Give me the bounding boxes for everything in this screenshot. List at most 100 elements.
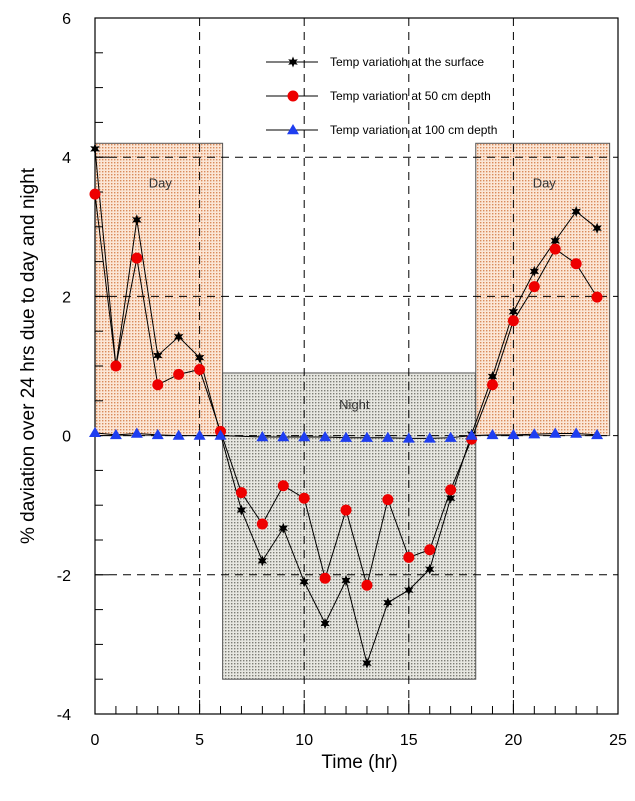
- point-2-3: [151, 428, 164, 440]
- x-tick-label-3: 15: [400, 732, 418, 749]
- point-1-13: [361, 579, 373, 591]
- point-1-14: [382, 494, 394, 506]
- point-1-4: [173, 368, 185, 380]
- point-0-14: [383, 597, 393, 609]
- point-2-21: [528, 428, 541, 439]
- series-line-2: [94, 432, 598, 439]
- x-tick-label-5: 25: [609, 732, 627, 749]
- point-0-16: [425, 563, 435, 575]
- point-1-23: [570, 258, 582, 270]
- point-0-15: [404, 584, 414, 596]
- region-2: [475, 142, 611, 437]
- point-0-17: [445, 492, 456, 504]
- point-1-9: [277, 480, 289, 492]
- point-2-15: [402, 432, 415, 443]
- x-axis-title: Time (hr): [321, 752, 397, 773]
- axis-labels: Time (hr) % daviation over 24 hrs due to …: [18, 167, 398, 773]
- point-2-16: [423, 432, 436, 443]
- y-tick-label-3: 2: [62, 289, 71, 306]
- point-2-4: [172, 429, 185, 440]
- point-1-2: [131, 252, 143, 264]
- data-series: [89, 143, 604, 669]
- x-tick-label-2: 10: [295, 732, 313, 749]
- legend: Temp variatioh at the surface Temp variat…: [266, 55, 497, 137]
- point-1-3: [152, 379, 164, 391]
- y-tick-label-1: -2: [57, 568, 71, 585]
- y-tick-label-5: 6: [62, 11, 71, 28]
- point-2-5: [193, 429, 206, 440]
- legend-marker-2: [287, 124, 299, 135]
- point-0-23: [571, 206, 581, 217]
- point-0-21: [529, 265, 540, 277]
- point-0-24: [592, 222, 602, 234]
- point-0-13: [362, 657, 372, 669]
- point-2-22: [549, 427, 562, 438]
- legend-label-1: Temp variation at 50 cm depth: [330, 89, 491, 103]
- y-tick-label-2: 0: [62, 429, 71, 446]
- region-label-2: Day: [533, 175, 557, 190]
- point-1-0: [89, 188, 101, 200]
- point-2-19: [486, 428, 499, 440]
- point-2-1: [109, 428, 122, 440]
- point-2-6: [214, 429, 227, 440]
- point-0-4: [173, 331, 184, 343]
- point-0-2: [132, 214, 142, 226]
- region-label-1: Night: [339, 397, 370, 412]
- point-1-19: [486, 379, 498, 391]
- point-0-7: [236, 504, 247, 516]
- point-0-3: [153, 350, 163, 362]
- point-0-9: [278, 522, 288, 534]
- point-0-10: [299, 576, 309, 588]
- point-2-17: [444, 431, 457, 442]
- shaded-regions: Day Night Day: [94, 142, 611, 680]
- y-tick-label-4: 4: [62, 150, 71, 167]
- point-2-0: [89, 426, 101, 438]
- point-0-0: [90, 143, 100, 155]
- point-1-16: [424, 544, 436, 556]
- x-tick-label-1: 5: [195, 732, 204, 749]
- y-axis-title: % daviation over 24 hrs due to day and n…: [18, 167, 39, 544]
- y-tick-label-0: -4: [57, 707, 71, 724]
- point-1-20: [507, 315, 519, 327]
- point-1-12: [340, 504, 352, 516]
- point-2-14: [381, 431, 394, 442]
- legend-marker-1: [287, 90, 299, 102]
- point-1-10: [298, 492, 310, 504]
- point-2-9: [277, 430, 290, 442]
- point-2-2: [130, 427, 143, 438]
- point-1-5: [194, 363, 206, 375]
- point-0-22: [550, 235, 560, 247]
- series-0: [90, 143, 602, 669]
- point-2-18: [465, 429, 478, 440]
- point-0-19: [487, 370, 498, 382]
- point-2-8: [256, 430, 269, 442]
- point-1-8: [256, 518, 268, 530]
- point-1-1: [110, 360, 122, 372]
- point-2-24: [591, 428, 604, 440]
- legend-label-2: Temp variation at 100 cm depth: [330, 123, 497, 137]
- point-1-15: [403, 551, 415, 563]
- point-1-24: [591, 291, 603, 303]
- point-2-20: [507, 428, 520, 440]
- axes: 0 5 10 15 20 25 -4 -2 0 2 4 6: [57, 11, 627, 749]
- point-0-11: [320, 618, 330, 629]
- point-2-11: [319, 430, 332, 442]
- legend-label-0: Temp variatioh at the surface: [330, 55, 484, 69]
- point-1-22: [549, 243, 561, 255]
- point-1-11: [319, 572, 331, 584]
- point-2-12: [340, 431, 353, 442]
- region-label-0: Day: [149, 175, 173, 190]
- point-2-23: [570, 427, 583, 438]
- x-tick-label-4: 20: [505, 732, 523, 749]
- point-0-8: [257, 555, 268, 567]
- point-1-7: [235, 487, 247, 499]
- point-2-13: [360, 431, 373, 442]
- x-tick-label-0: 0: [91, 732, 100, 749]
- legend-marker-0: [288, 56, 298, 68]
- point-0-12: [341, 574, 351, 586]
- point-2-10: [298, 430, 311, 442]
- point-0-5: [194, 352, 205, 364]
- point-1-21: [528, 281, 540, 293]
- point-0-20: [508, 306, 519, 318]
